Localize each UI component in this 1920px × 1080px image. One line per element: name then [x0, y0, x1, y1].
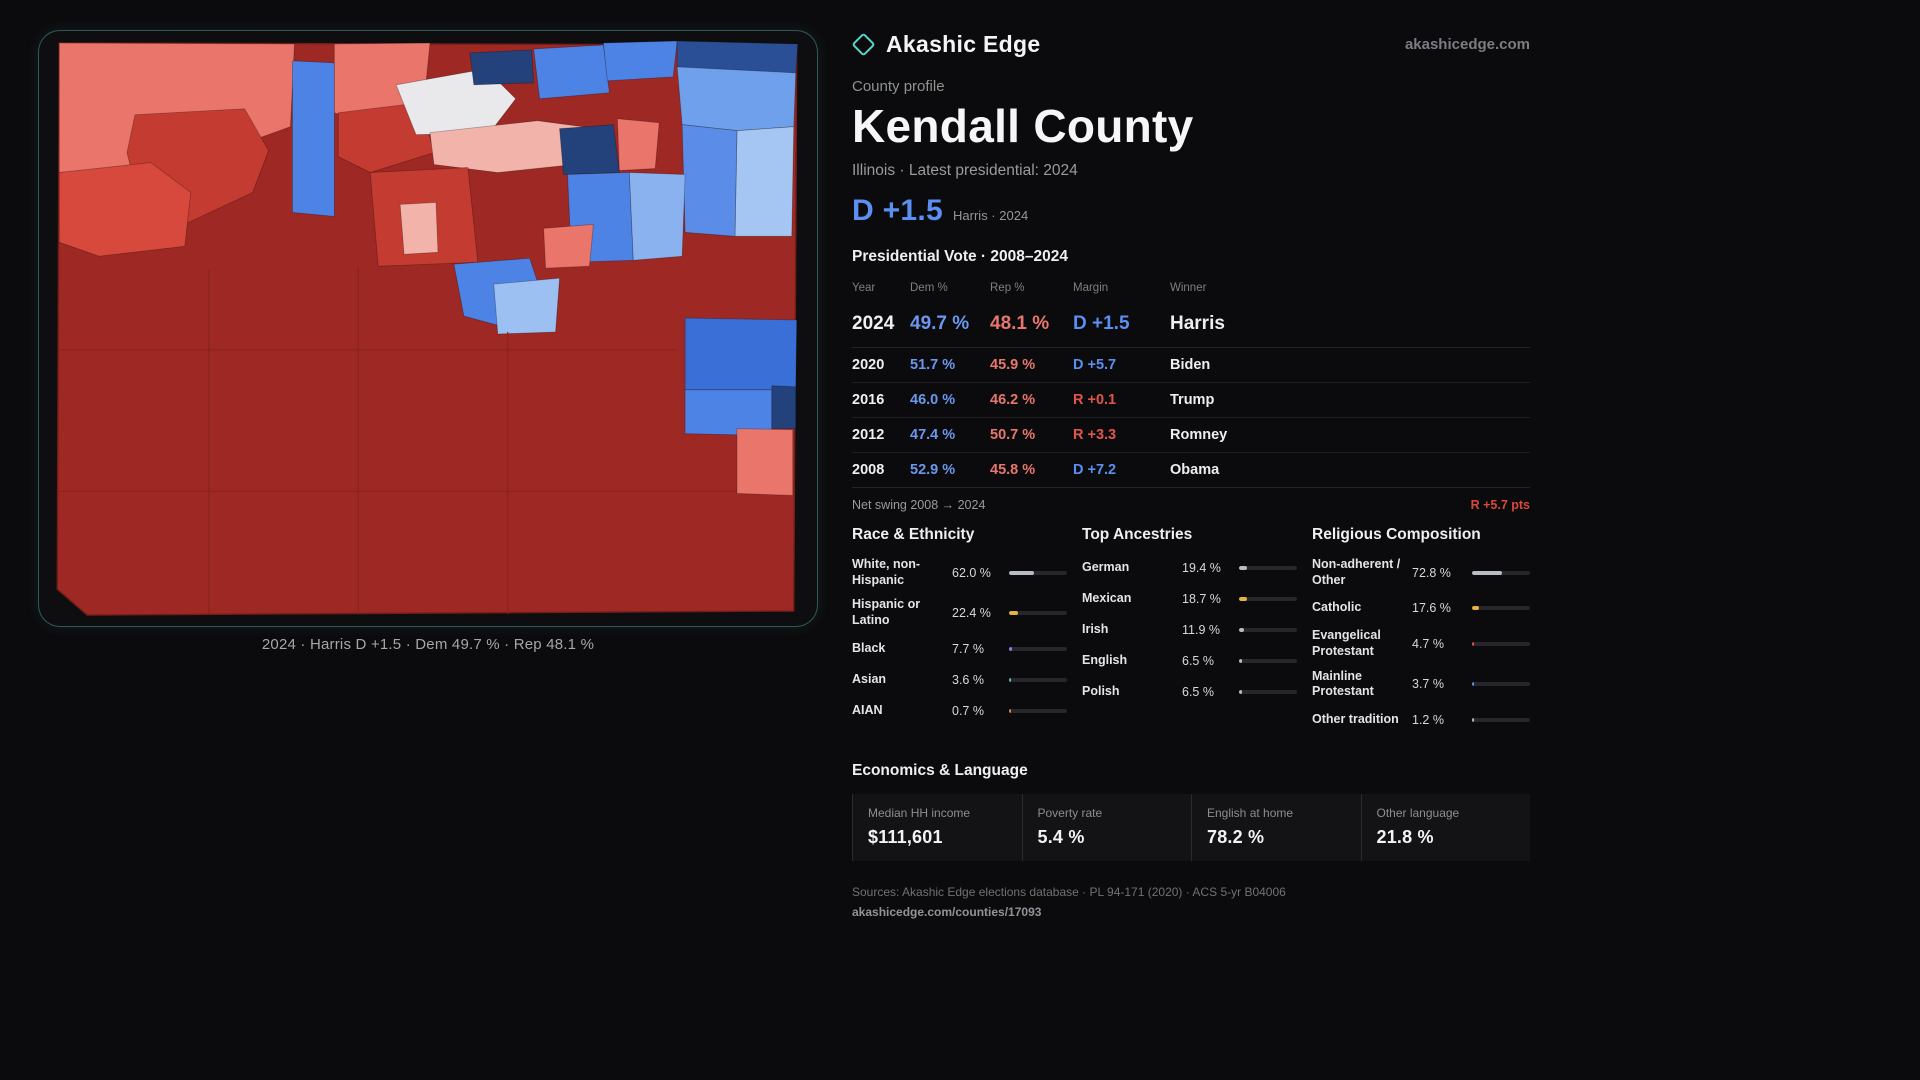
demo-row: Hispanic or Latino 22.4 %: [852, 597, 1067, 628]
demo-row: Non-adherent / Other 72.8 %: [1312, 557, 1530, 588]
religious-composition-section: Religious Composition Non-adherent / Oth…: [1312, 526, 1530, 740]
latest-margin-headline: D +1.5 Harris · 2024: [852, 194, 1530, 228]
demo-row: Evangelical Protestant 4.7 %: [1312, 628, 1530, 659]
demo-row: German 19.4 %: [1082, 557, 1297, 579]
table-row: 2024 49.7 % 48.1 % D +1.5 Harris: [852, 303, 1530, 348]
stat-other-language: Other language 21.8 %: [1360, 793, 1531, 861]
demo-row: Mainline Protestant 3.7 %: [1312, 669, 1530, 700]
subtitle: Illinois · Latest presidential: 2024: [852, 162, 1078, 179]
section-title: Race & Ethnicity: [852, 526, 975, 543]
col-winner: Winner: [1170, 282, 1207, 294]
mini-bar: [1009, 708, 1067, 713]
demo-row: Polish 6.5 %: [1082, 681, 1297, 703]
stat-english-at-home: English at home 78.2 %: [1191, 793, 1361, 861]
mini-bar: [1239, 566, 1297, 570]
precinct-choropleth-map[interactable]: [39, 31, 817, 626]
county-profile-panel: Akashic Edge akashicedge.com County prof…: [851, 26, 1531, 919]
stat-poverty-rate: Poverty rate 5.4 %: [1021, 793, 1192, 861]
table-header-row: Year Dem % Rep % Margin Winner: [852, 274, 1530, 303]
mini-bar: [1472, 682, 1530, 687]
county-precinct-map-panel[interactable]: [38, 30, 818, 627]
mini-bar: [1239, 659, 1297, 663]
table-row: 2012 47.4 % 50.7 % R +3.3 Romney: [852, 418, 1530, 453]
economics-title: Economics & Language: [852, 761, 1028, 779]
top-ancestries-section: Top Ancestries German 19.4 % Mexican 18.…: [1082, 526, 1297, 740]
table-row: 2016 46.0 % 46.2 % R +0.1 Trump: [852, 383, 1530, 418]
mini-bar: [1009, 677, 1067, 682]
mini-bar: [1239, 597, 1297, 601]
demo-row: Catholic 17.6 %: [1312, 597, 1530, 619]
margin-value: D +1.5: [852, 194, 944, 227]
margin-note: Harris · 2024: [953, 208, 1029, 223]
demo-row: Black 7.7 %: [852, 638, 1067, 660]
demo-row: English 6.5 %: [1082, 650, 1297, 672]
table-row: 2008 52.9 % 45.8 % D +7.2 Obama: [852, 453, 1530, 488]
diamond-icon: [851, 31, 876, 57]
permalink[interactable]: akashicedge.com/counties/17093: [852, 904, 1042, 919]
mini-bar: [1009, 610, 1067, 615]
mini-bar: [1239, 690, 1297, 694]
page-title: Kendall County: [852, 100, 1194, 152]
mini-bar: [1239, 628, 1297, 632]
mini-bar: [1472, 717, 1530, 722]
stat-median-income: Median HH income $111,601: [852, 793, 1022, 861]
section-title: Religious Composition: [1312, 526, 1481, 543]
economics-stats: Median HH income $111,601 Poverty rate 5…: [852, 793, 1531, 861]
demo-row: Mexican 18.7 %: [1082, 588, 1297, 610]
presidential-vote-table: Year Dem % Rep % Margin Winner 2024 49.7…: [852, 274, 1530, 488]
sources-line: Sources: Akashic Edge elections database…: [852, 884, 1286, 899]
brand-logo: Akashic Edge: [851, 30, 1041, 58]
mini-bar: [1472, 606, 1530, 611]
header: Akashic Edge akashicedge.com: [851, 26, 1530, 62]
demo-row: Asian 3.6 %: [852, 669, 1067, 691]
race-ethnicity-section: Race & Ethnicity White, non-Hispanic 62.…: [852, 526, 1067, 740]
site-domain-link[interactable]: akashicedge.com: [1404, 35, 1530, 53]
net-swing-row: Net swing 2008 → 2024 R +5.7 pts: [852, 488, 1530, 514]
net-swing-label: Net swing 2008 → 2024: [852, 498, 986, 512]
col-margin: Margin: [1073, 282, 1109, 294]
vote-table-title: Presidential Vote · 2008–2024: [852, 248, 1068, 265]
mini-bar: [1472, 570, 1530, 575]
precinct-shapes: [56, 40, 799, 616]
mini-bar: [1009, 570, 1067, 575]
demo-row: AIAN 0.7 %: [852, 700, 1067, 722]
col-rep: Rep %: [990, 282, 1025, 294]
table-row: 2020 51.7 % 45.9 % D +5.7 Biden: [852, 348, 1530, 383]
footer: Sources: Akashic Edge elections database…: [852, 885, 1530, 919]
mini-bar: [1472, 641, 1530, 646]
col-year: Year: [852, 282, 876, 294]
col-dem: Dem %: [910, 282, 948, 294]
kicker: County profile: [852, 78, 945, 95]
demo-row: Other tradition 1.2 %: [1312, 709, 1530, 731]
section-title: Top Ancestries: [1082, 526, 1193, 543]
demo-row: Irish 11.9 %: [1082, 619, 1297, 641]
brand-name: Akashic Edge: [886, 30, 1041, 57]
demographics-section: Race & Ethnicity White, non-Hispanic 62.…: [852, 526, 1530, 740]
net-swing-value: R +5.7 pts: [1470, 498, 1530, 512]
mini-bar: [1009, 646, 1067, 651]
map-caption: 2024 · Harris D +1.5 · Dem 49.7 % · Rep …: [261, 636, 595, 653]
demo-row: White, non-Hispanic 62.0 %: [852, 557, 1067, 588]
